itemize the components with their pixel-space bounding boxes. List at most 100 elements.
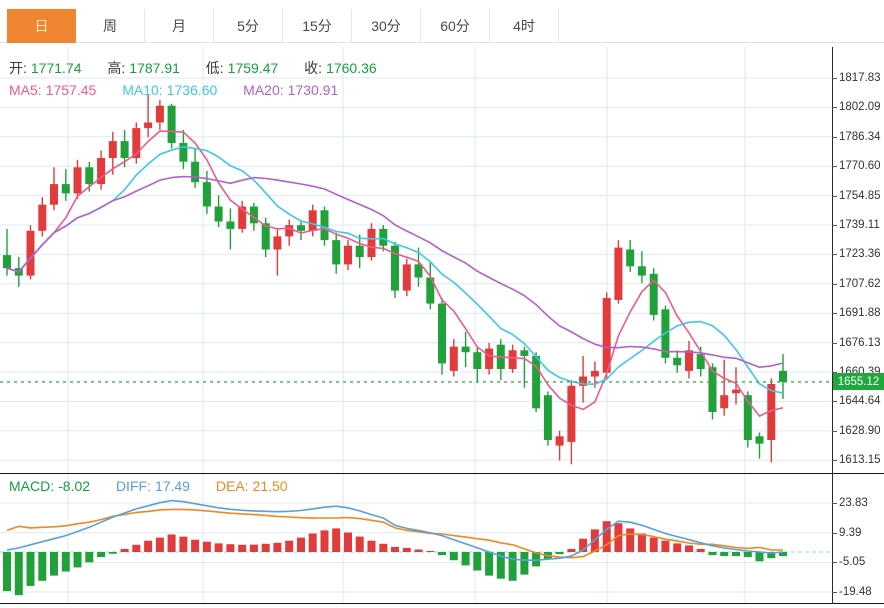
tab-30min[interactable]: 30分 bbox=[352, 9, 421, 43]
candle-body bbox=[414, 264, 423, 278]
candle-body bbox=[426, 277, 435, 304]
macd-histogram-bar bbox=[673, 543, 682, 552]
price-axis-label: 1754.85 bbox=[839, 190, 881, 202]
candle-body bbox=[108, 141, 117, 158]
candle-body bbox=[543, 395, 552, 440]
macd-histogram-bar bbox=[461, 552, 470, 566]
candle-body bbox=[214, 206, 223, 222]
macd-histogram-bar bbox=[438, 552, 446, 556]
main-candlestick-chart[interactable] bbox=[0, 47, 832, 474]
macd-histogram-bar bbox=[285, 540, 294, 552]
macd-histogram-bar bbox=[696, 548, 705, 552]
ma5-value: 1757.45 bbox=[45, 82, 97, 98]
candle-body bbox=[191, 161, 200, 183]
macd-histogram-bar bbox=[226, 544, 235, 552]
macd-histogram-bar bbox=[97, 552, 106, 558]
macd-histogram-bar bbox=[649, 537, 658, 552]
candle-body bbox=[132, 128, 141, 158]
macd-histogram-bar bbox=[626, 528, 635, 552]
candle-body bbox=[696, 354, 705, 369]
macd-value: -8.02 bbox=[58, 478, 91, 494]
axis-tick-mark bbox=[832, 460, 837, 461]
axis-tick-mark bbox=[832, 533, 837, 534]
candle-body bbox=[332, 240, 341, 265]
candle-body bbox=[391, 245, 399, 291]
macd-histogram-bar bbox=[402, 547, 411, 552]
price-axis-label: 1676.13 bbox=[839, 337, 881, 349]
ma20-label: MA20: bbox=[243, 82, 284, 98]
candle-body bbox=[355, 245, 364, 257]
macd-histogram-bar bbox=[508, 552, 517, 581]
macd-histogram-bar bbox=[14, 552, 23, 596]
axis-tick-mark bbox=[832, 401, 837, 402]
tab-5min[interactable]: 5分 bbox=[214, 9, 283, 43]
current-price-badge: 1655.12 bbox=[833, 373, 884, 390]
candle-body bbox=[97, 158, 106, 185]
macd-histogram-bar bbox=[26, 552, 35, 586]
macd-histogram-bar bbox=[179, 536, 188, 552]
ma10-label: MA10: bbox=[122, 82, 163, 98]
macd-histogram-bar bbox=[332, 528, 341, 552]
ma5-label: MA5: bbox=[9, 82, 42, 98]
open-label: 开: bbox=[9, 60, 27, 76]
ma10-value: 1736.60 bbox=[166, 82, 218, 98]
ohlc-readout: 开: 1771.74 高: 1787.91 低: 1759.47 收: 1760.36 bbox=[9, 58, 381, 78]
panel-divider-line bbox=[0, 473, 884, 474]
tab-4hour[interactable]: 4时 bbox=[490, 9, 559, 43]
macd-histogram-bar bbox=[579, 538, 588, 552]
candle-body bbox=[602, 298, 611, 373]
macd-histogram-bar bbox=[249, 544, 258, 552]
candle-body bbox=[532, 355, 541, 409]
macd-histogram-bar bbox=[614, 523, 623, 552]
macd-histogram-bar bbox=[155, 537, 164, 552]
tab-weekly[interactable]: 周 bbox=[76, 9, 145, 43]
ma-readout: MA5: 1757.45 MA10: 1736.60 MA20: 1730.91 bbox=[9, 82, 342, 98]
candle-body bbox=[461, 346, 470, 353]
macd-histogram-bar bbox=[202, 541, 211, 552]
candle-body bbox=[379, 228, 388, 246]
candle-body bbox=[567, 385, 576, 442]
candle-body bbox=[520, 350, 529, 356]
axis-tick-mark bbox=[832, 431, 837, 432]
period-tab-bar: 日 周 月 5分 15分 30分 60分 4时 bbox=[0, 0, 884, 43]
macd-histogram-bar bbox=[320, 530, 329, 552]
macd-axis-label: -19.48 bbox=[839, 586, 872, 598]
macd-histogram-bar bbox=[391, 546, 399, 552]
candle-body bbox=[261, 223, 270, 250]
macd-histogram-bar bbox=[85, 552, 94, 563]
macd-histogram-bar bbox=[485, 552, 494, 576]
tab-monthly[interactable]: 月 bbox=[145, 9, 214, 43]
axis-tick-mark bbox=[832, 284, 837, 285]
macd-histogram-bar bbox=[273, 542, 282, 552]
candle-body bbox=[273, 236, 282, 250]
macd-histogram-bar bbox=[767, 552, 776, 559]
candle-body bbox=[38, 204, 47, 231]
candle-body bbox=[755, 436, 764, 444]
macd-histogram-bar bbox=[685, 545, 693, 552]
macd-histogram-bar bbox=[238, 544, 247, 552]
axis-tick-mark bbox=[832, 313, 837, 314]
axis-tick-mark bbox=[832, 592, 837, 593]
price-axis-label: 1770.60 bbox=[839, 160, 881, 172]
candle-body bbox=[438, 303, 446, 364]
macd-indicator-chart[interactable] bbox=[0, 474, 832, 604]
candle-body bbox=[402, 264, 411, 291]
macd-label: MACD: bbox=[9, 478, 55, 494]
tab-daily[interactable]: 日 bbox=[7, 9, 76, 43]
macd-histogram-bar bbox=[367, 540, 376, 552]
macd-histogram-bar bbox=[120, 548, 129, 552]
diff-value: 17.49 bbox=[154, 478, 190, 494]
price-axis-label: 1644.64 bbox=[839, 395, 881, 407]
macd-histogram-bar bbox=[555, 552, 564, 555]
macd-axis-label: 9.39 bbox=[839, 527, 862, 539]
candle-body bbox=[73, 167, 82, 194]
candle-body bbox=[226, 221, 235, 229]
tab-60min[interactable]: 60分 bbox=[421, 9, 490, 43]
candle-body bbox=[344, 245, 352, 265]
macd-histogram-bar bbox=[344, 532, 352, 552]
tab-15min[interactable]: 15分 bbox=[283, 9, 352, 43]
macd-histogram-bar bbox=[755, 552, 764, 562]
price-axis-label: 1707.62 bbox=[839, 278, 881, 290]
macd-histogram-bar bbox=[61, 552, 70, 572]
